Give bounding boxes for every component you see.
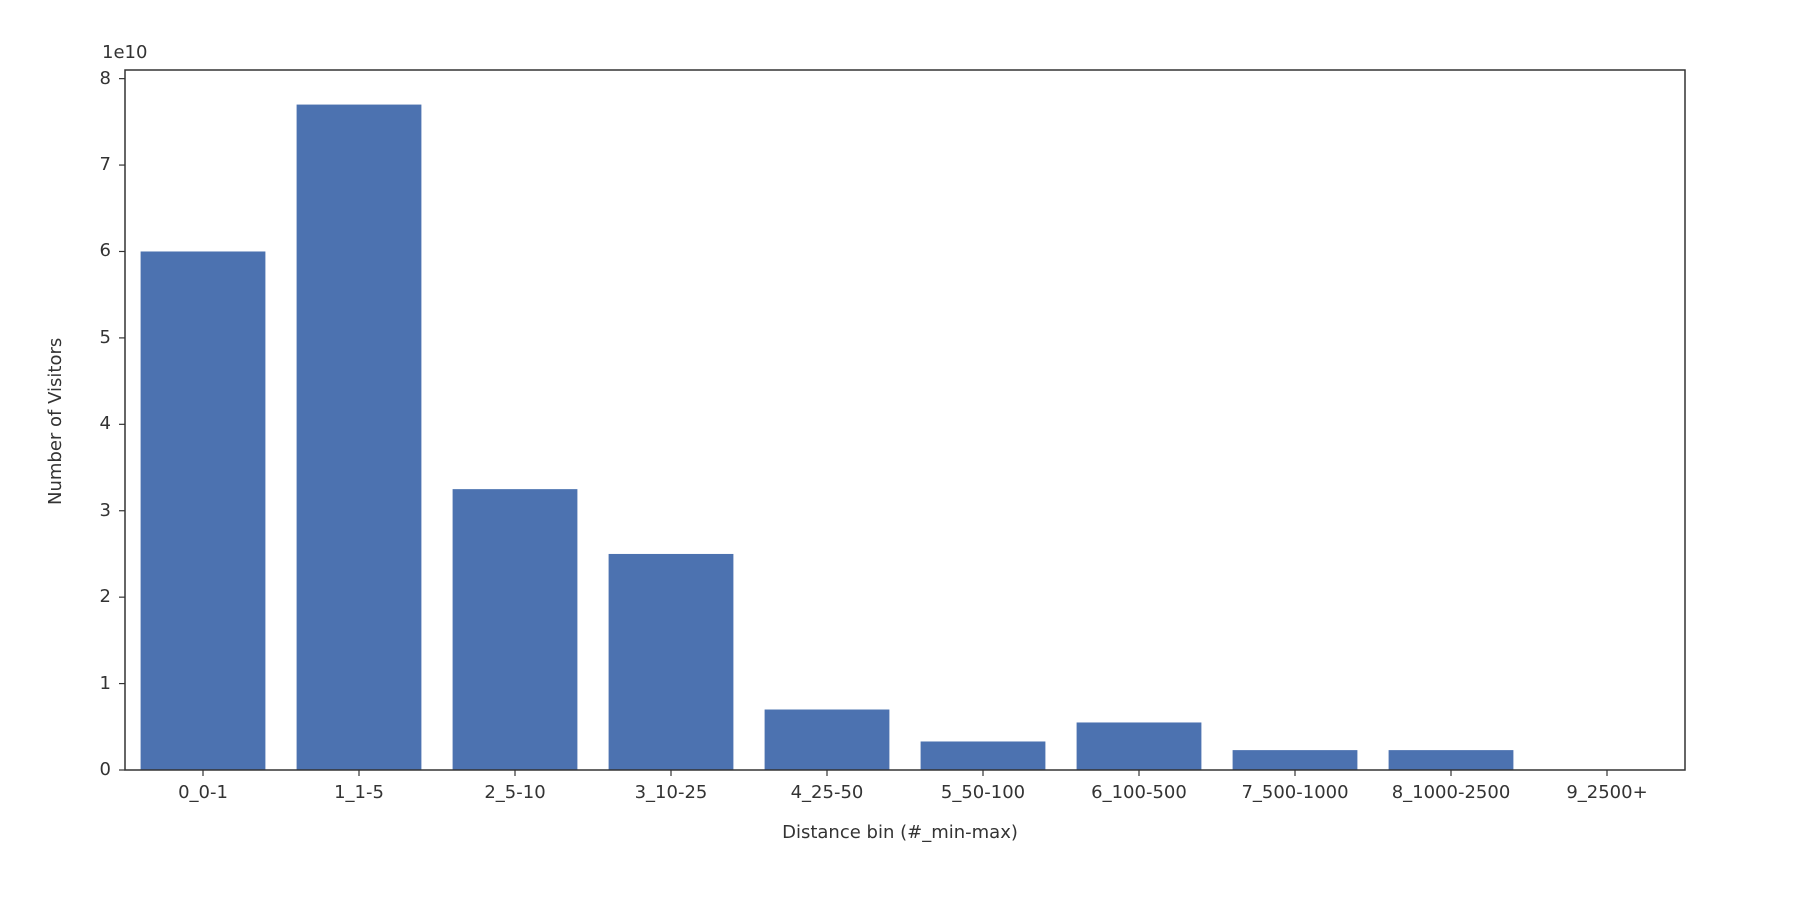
x-tick-label: 3_10-25 [591,782,751,803]
x-tick-label: 9_2500+ [1527,782,1687,803]
x-tick-label: 5_50-100 [903,782,1063,803]
x-tick-label: 0_0-1 [123,782,283,803]
y-tick-label: 7 [81,154,111,175]
bar [1077,722,1202,770]
y-tick-label: 3 [81,500,111,521]
bar [1233,750,1358,770]
y-tick-label: 1 [81,673,111,694]
bar [609,554,734,770]
y-axis-label: Number of Visitors [45,338,66,505]
x-tick-label: 7_500-1000 [1215,782,1375,803]
x-tick-label: 2_5-10 [435,782,595,803]
y-tick-label: 0 [81,759,111,780]
y-exponent-label: 1e10 [102,42,147,63]
x-tick-label: 4_25-50 [747,782,907,803]
y-tick-label: 2 [81,586,111,607]
bar [141,251,266,770]
y-tick-label: 8 [81,68,111,89]
bar [1389,750,1514,770]
y-tick-label: 5 [81,327,111,348]
bar [297,105,422,770]
bar [453,489,578,770]
y-tick-label: 6 [81,240,111,261]
x-tick-label: 8_1000-2500 [1371,782,1531,803]
bar [765,710,890,770]
figure: 1e10 Number of Visitors Distance bin (#_… [0,0,1800,900]
x-axis-label: Distance bin (#_min-max) [0,822,1800,843]
bar [921,741,1046,770]
bar-chart [0,0,1800,900]
x-tick-label: 6_100-500 [1059,782,1219,803]
x-tick-label: 1_1-5 [279,782,439,803]
y-tick-label: 4 [81,413,111,434]
